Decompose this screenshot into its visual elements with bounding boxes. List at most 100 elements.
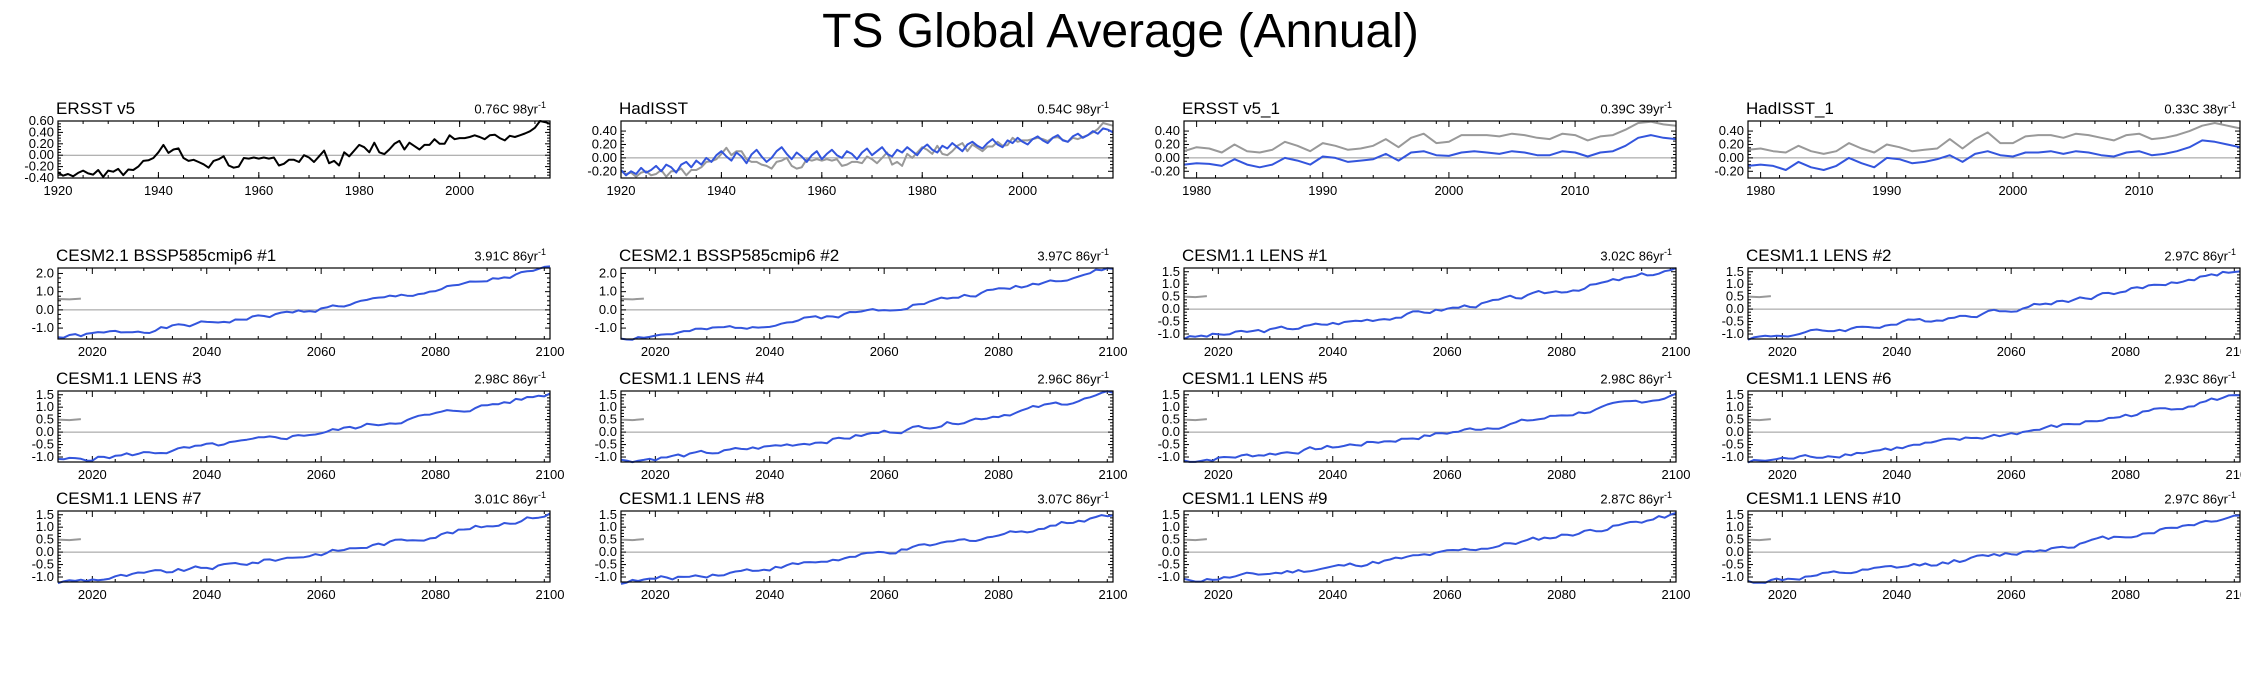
- plot-frame: [1183, 267, 1677, 340]
- chart-panel: CESM1.1 LENS #4 2.96C 86yr-1 -1.0 -0.5 0.0 0.…: [595, 367, 1128, 490]
- y-tick-label: 1.0: [1726, 519, 1744, 534]
- y-tick-label: 1.5: [36, 507, 54, 522]
- plot-frame: [1747, 267, 2241, 340]
- trend-exponent: -1: [1663, 247, 1672, 257]
- series-line-model: [1183, 134, 1677, 169]
- trend-label: 2.98C 86yr-1: [1600, 370, 1672, 386]
- x-tick-label: 2100: [2226, 587, 2241, 602]
- y-tick-label: 1.5: [1162, 387, 1180, 402]
- plot-frame: [1747, 120, 2241, 179]
- plot-area: -0.200.000.200.40 1980 1990 2000 2010: [1150, 120, 1677, 198]
- y-tick-label: 0.0: [1726, 544, 1744, 559]
- series-line-model: [57, 512, 551, 585]
- plot-area: -1.0-0.50.00.51.01.5 2020 2040 2060 2080 2100: [32, 507, 565, 602]
- series-line-reference: [1183, 120, 1677, 154]
- plot-area: -1.0-0.50.00.51.01.5 2020 2040 2060 2080 2100: [595, 507, 1128, 602]
- x-tick-label: 2020: [641, 467, 670, 482]
- y-tick-label: -0.5: [1158, 314, 1180, 329]
- trend-value: 2.97C 86yr: [2164, 248, 2228, 264]
- trend-value: 3.91C 86yr: [474, 248, 538, 264]
- y-tick-label: 1.5: [599, 507, 617, 522]
- trend-value: 0.33C 38yr: [2164, 101, 2228, 117]
- x-tick-label: 2000: [1998, 183, 2027, 198]
- chart-panel: CESM1.1 LENS #5 2.98C 86yr-1 -1.0 -0.5 0.0 0.…: [1158, 367, 1691, 490]
- panel-title: CESM1.1 LENS #5: [1182, 369, 1328, 388]
- y-tick-label: 0.5: [1726, 532, 1744, 547]
- series-line-model: [57, 265, 551, 339]
- x-tick-label: 2060: [870, 467, 899, 482]
- y-tick-label: 0.5: [599, 412, 617, 427]
- trend-label: 3.97C 86yr-1: [1037, 247, 1109, 263]
- reference-stub: [620, 297, 644, 301]
- y-tick-label: 1.5: [1162, 264, 1180, 279]
- trend-value: 2.98C 86yr: [474, 371, 538, 387]
- y-tick-label: 0.20: [29, 136, 54, 151]
- panel-title: CESM1.1 LENS #9: [1182, 489, 1328, 508]
- x-tick-label: 2040: [755, 344, 784, 359]
- trend-label: 0.54C 98yr-1: [1037, 100, 1109, 116]
- x-tick-label: 2060: [1997, 467, 2026, 482]
- plot-frame: [1183, 120, 1677, 179]
- y-tick-label: -1.0: [595, 449, 617, 464]
- x-tick-label: 2080: [2111, 467, 2140, 482]
- y-tick-label: 0.0: [36, 424, 54, 439]
- plot-frame: [57, 390, 551, 463]
- y-tick-label: 1.0: [1726, 399, 1744, 414]
- x-tick-label: 2020: [1204, 344, 1233, 359]
- trend-exponent: -1: [537, 370, 546, 380]
- x-tick-label: 2020: [1768, 587, 1797, 602]
- x-tick-label: 2040: [1318, 587, 1347, 602]
- x-tick-label: 2100: [1099, 467, 1128, 482]
- y-tick-label: -1.0: [32, 449, 54, 464]
- x-tick-label: 1980: [345, 183, 374, 198]
- x-tick-label: 1990: [1872, 183, 1901, 198]
- trend-label: 2.98C 86yr-1: [474, 370, 546, 386]
- x-tick-label: 2100: [2226, 467, 2241, 482]
- y-tick-label: 1.5: [36, 387, 54, 402]
- series-line-model: [620, 127, 1114, 177]
- y-tick-label: -1.0: [1722, 326, 1744, 341]
- plot-area: -1.0-0.50.00.51.01.5 2020 2040 2060 2080 2100: [1158, 387, 1691, 482]
- y-tick-label: 0.5: [1162, 289, 1180, 304]
- x-tick-label: 2100: [536, 344, 565, 359]
- y-tick-label: -0.40: [24, 170, 54, 185]
- chart-panel: ERSST v5 0.76C 98yr-1 -0.40 -0.20 0.00 0.20 0.…: [24, 97, 551, 206]
- y-tick-label: 0.5: [1726, 289, 1744, 304]
- x-tick-label: 2020: [641, 344, 670, 359]
- y-tick-label: 0.0: [1162, 301, 1180, 316]
- x-tick-label: 2020: [78, 467, 107, 482]
- series-line-model: [620, 267, 1114, 341]
- y-tick-label: 0.00: [29, 147, 54, 162]
- trend-value: 0.39C 39yr: [1600, 101, 1664, 117]
- plot-area: -1.0-0.50.00.51.01.5 2020 2040 2060 2080 2100: [1158, 507, 1691, 602]
- y-tick-label: 1.0: [36, 519, 54, 534]
- panel-title: HadISST_1: [1746, 99, 1834, 118]
- trend-label: 3.07C 86yr-1: [1037, 490, 1109, 506]
- x-tick-label: 1940: [707, 183, 736, 198]
- y-tick-label: 0.0: [1162, 424, 1180, 439]
- trend-exponent: -1: [1663, 490, 1672, 500]
- chart-panel: CESM1.1 LENS #6 2.93C 86yr-1 -1.0 -0.5 0.0 0.…: [1722, 367, 2241, 490]
- y-tick-label: 1.0: [599, 399, 617, 414]
- plot-frame: [1183, 510, 1677, 583]
- series-line-model: [620, 514, 1114, 585]
- reference-stub: [1747, 295, 1771, 299]
- x-tick-label: 2080: [421, 587, 450, 602]
- chart-panel: HadISST_1 0.33C 38yr-1 -0.20 0.00 0.20 0.40 19…: [1714, 97, 2241, 206]
- panel-title: ERSST v5: [56, 99, 136, 118]
- x-tick-label: 2040: [1882, 467, 1911, 482]
- series-line-model: [1747, 514, 2240, 584]
- reference-stub: [620, 538, 644, 542]
- x-tick-label: 2060: [1433, 344, 1462, 359]
- y-tick-label: -1.0: [595, 569, 617, 584]
- x-tick-label: 2100: [1662, 587, 1691, 602]
- plot-area: -1.0-0.50.00.51.01.5 2020 2040 2060 2080 2100: [1722, 264, 2241, 359]
- panel-title: CESM2.1 BSSP585cmip6 #1: [56, 246, 277, 265]
- x-tick-label: 2060: [870, 587, 899, 602]
- x-tick-label: 2080: [2111, 587, 2140, 602]
- x-tick-label: 1990: [1308, 183, 1337, 198]
- reference-stub: [1747, 538, 1771, 542]
- y-tick-label: -1.0: [32, 569, 54, 584]
- y-tick-label: 1.5: [1726, 264, 1744, 279]
- chart-panel: CESM1.1 LENS #2 2.97C 86yr-1 -1.0 -0.5 0.0 0.…: [1722, 244, 2241, 367]
